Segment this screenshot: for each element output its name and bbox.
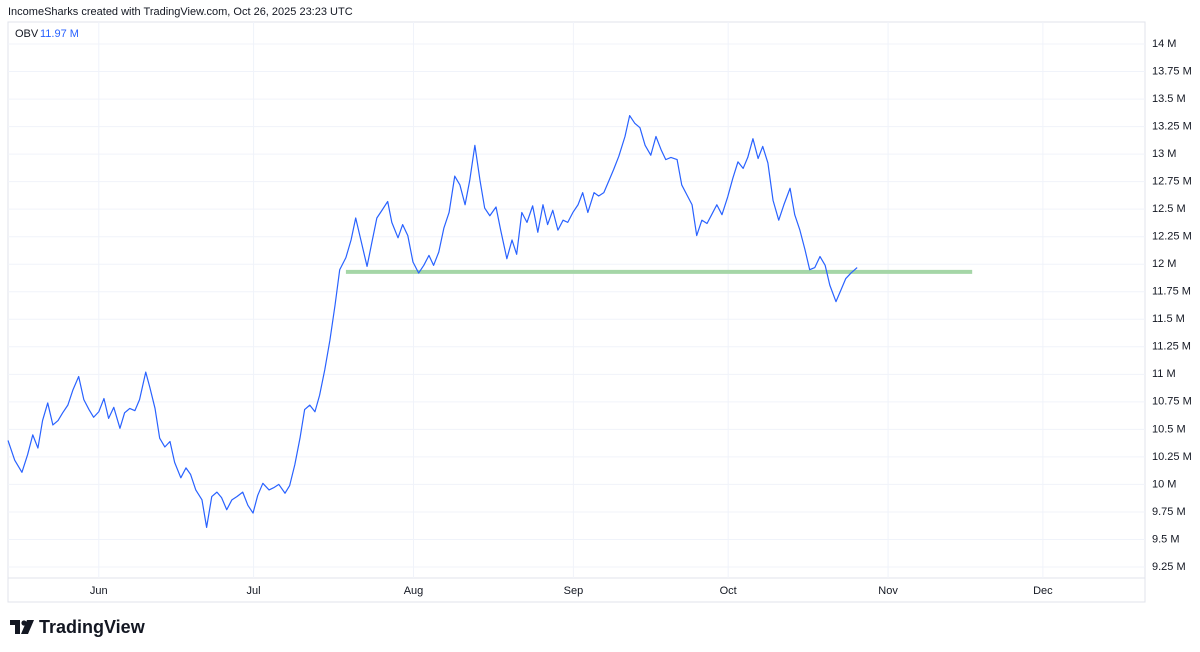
y-tick-label: 10.75 M bbox=[1152, 396, 1192, 408]
x-tick-label: Jul bbox=[247, 585, 261, 597]
grid bbox=[8, 22, 1145, 578]
y-tick-label: 13 M bbox=[1152, 148, 1176, 160]
x-tick-label: Sep bbox=[564, 585, 584, 597]
y-tick-label: 11.75 M bbox=[1152, 286, 1191, 298]
obv-line bbox=[7, 114, 858, 528]
x-tick-label: Oct bbox=[720, 585, 737, 597]
y-tick-label: 14 M bbox=[1152, 38, 1176, 50]
y-tick-label: 10 M bbox=[1152, 478, 1176, 490]
indicator-name: OBV bbox=[15, 28, 39, 40]
logo-icon bbox=[10, 620, 34, 634]
indicator-value: 11.97 M bbox=[40, 28, 79, 40]
x-tick-label: Nov bbox=[878, 585, 898, 597]
x-tick-label: Jun bbox=[90, 585, 108, 597]
y-tick-label: 11.5 M bbox=[1152, 313, 1185, 325]
y-tick-label: 9.5 M bbox=[1152, 533, 1180, 545]
y-tick-label: 12.75 M bbox=[1152, 176, 1192, 188]
y-tick-label: 13.5 M bbox=[1152, 93, 1186, 105]
y-tick-label: 10.25 M bbox=[1152, 451, 1192, 463]
x-tick-label: Aug bbox=[404, 585, 424, 597]
plot-frame bbox=[7, 21, 1146, 603]
y-tick-label: 9.25 M bbox=[1152, 561, 1186, 573]
y-tick-label: 10.5 M bbox=[1152, 423, 1186, 435]
y-tick-label: 12.25 M bbox=[1152, 231, 1192, 243]
y-tick-label: 9.75 M bbox=[1152, 506, 1186, 518]
y-tick-label: 12 M bbox=[1152, 258, 1176, 270]
y-tick-label: 11.25 M bbox=[1152, 341, 1191, 353]
y-tick-label: 13.25 M bbox=[1152, 121, 1192, 133]
y-tick-label: 11 M bbox=[1152, 368, 1176, 380]
y-tick-label: 13.75 M bbox=[1152, 65, 1192, 77]
logo-text: TradingView bbox=[39, 617, 146, 637]
x-tick-label: Dec bbox=[1033, 585, 1053, 597]
header: IncomeSharks created with TradingView.co… bbox=[8, 6, 353, 18]
y-tick-label: 12.5 M bbox=[1152, 203, 1186, 215]
